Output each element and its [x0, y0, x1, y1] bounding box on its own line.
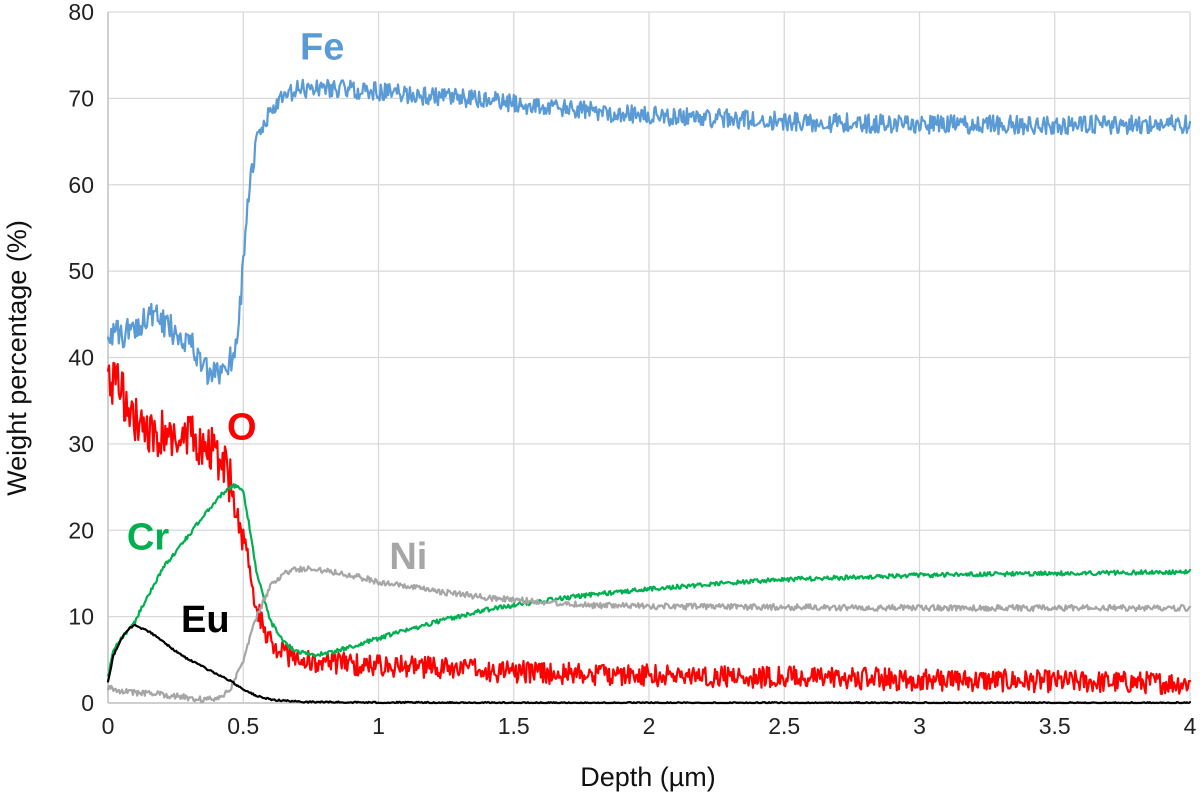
x-tick-label: 3	[913, 713, 926, 739]
y-tick-label: 70	[68, 85, 94, 111]
x-tick-label: 2.5	[768, 713, 800, 739]
series-line-eu	[106, 623, 1192, 705]
y-tick-label: 20	[68, 517, 94, 543]
series-line-cr	[106, 483, 1192, 677]
y-tick-label: 0	[81, 690, 94, 716]
x-tick-label: 0	[102, 713, 115, 739]
series-label-eu: Eu	[181, 599, 230, 641]
x-tick-label: 2	[643, 713, 656, 739]
series-line-o	[106, 361, 1192, 696]
series-line-fe	[106, 78, 1192, 385]
series	[106, 78, 1192, 705]
series-label-cr: Cr	[127, 516, 169, 558]
y-tick-label: 50	[68, 258, 94, 284]
x-tick-label: 1.5	[498, 713, 530, 739]
y-axis-title: Weight percentage (%)	[2, 220, 32, 496]
series-label-ni: Ni	[389, 536, 427, 578]
x-axis-title: Depth (µm)	[580, 762, 716, 792]
series-labels: Fe O Cr Ni Eu	[127, 27, 427, 642]
series-line-ni	[106, 565, 1192, 704]
x-tick-label: 1	[372, 713, 385, 739]
x-tick-label: 4	[1184, 713, 1197, 739]
x-tick-label: 0.5	[227, 713, 259, 739]
x-tick-label: 3.5	[1039, 713, 1071, 739]
y-tick-label: 60	[68, 172, 94, 198]
y-tick-label: 10	[68, 604, 94, 630]
y-tick-label: 40	[68, 345, 94, 371]
series-label-o: O	[227, 407, 257, 449]
y-tick-label: 80	[68, 0, 94, 25]
y-tick-label: 30	[68, 431, 94, 457]
series-label-fe: Fe	[300, 27, 344, 69]
